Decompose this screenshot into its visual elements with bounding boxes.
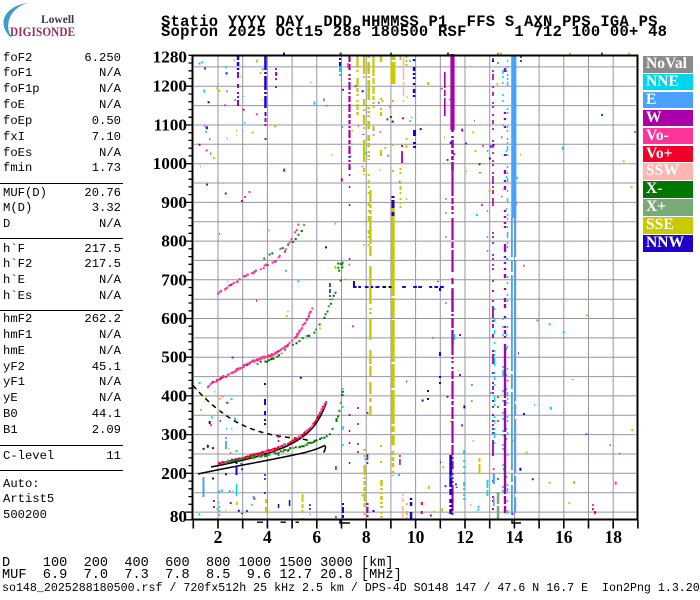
svg-text:900: 900 (161, 193, 187, 212)
svg-text:600: 600 (161, 309, 187, 328)
svg-text:80: 80 (170, 507, 187, 526)
svg-text:18: 18 (604, 527, 622, 547)
svg-text:1200: 1200 (153, 77, 187, 96)
svg-text:1000: 1000 (153, 154, 187, 173)
svg-text:14: 14 (506, 527, 524, 547)
svg-text:300: 300 (161, 425, 187, 444)
svg-text:400: 400 (161, 386, 187, 405)
svg-text:10: 10 (407, 527, 425, 547)
svg-text:1100: 1100 (154, 116, 187, 135)
svg-text:2: 2 (214, 527, 223, 547)
svg-text:8: 8 (362, 527, 371, 547)
svg-text:800: 800 (161, 232, 187, 251)
svg-text:6: 6 (312, 527, 321, 547)
svg-text:200: 200 (161, 464, 187, 483)
svg-text:500: 500 (161, 348, 187, 367)
svg-text:1280: 1280 (153, 48, 187, 67)
svg-text:12: 12 (456, 527, 474, 547)
svg-text:700: 700 (161, 270, 187, 289)
svg-text:16: 16 (555, 527, 573, 547)
svg-text:4: 4 (263, 527, 272, 547)
